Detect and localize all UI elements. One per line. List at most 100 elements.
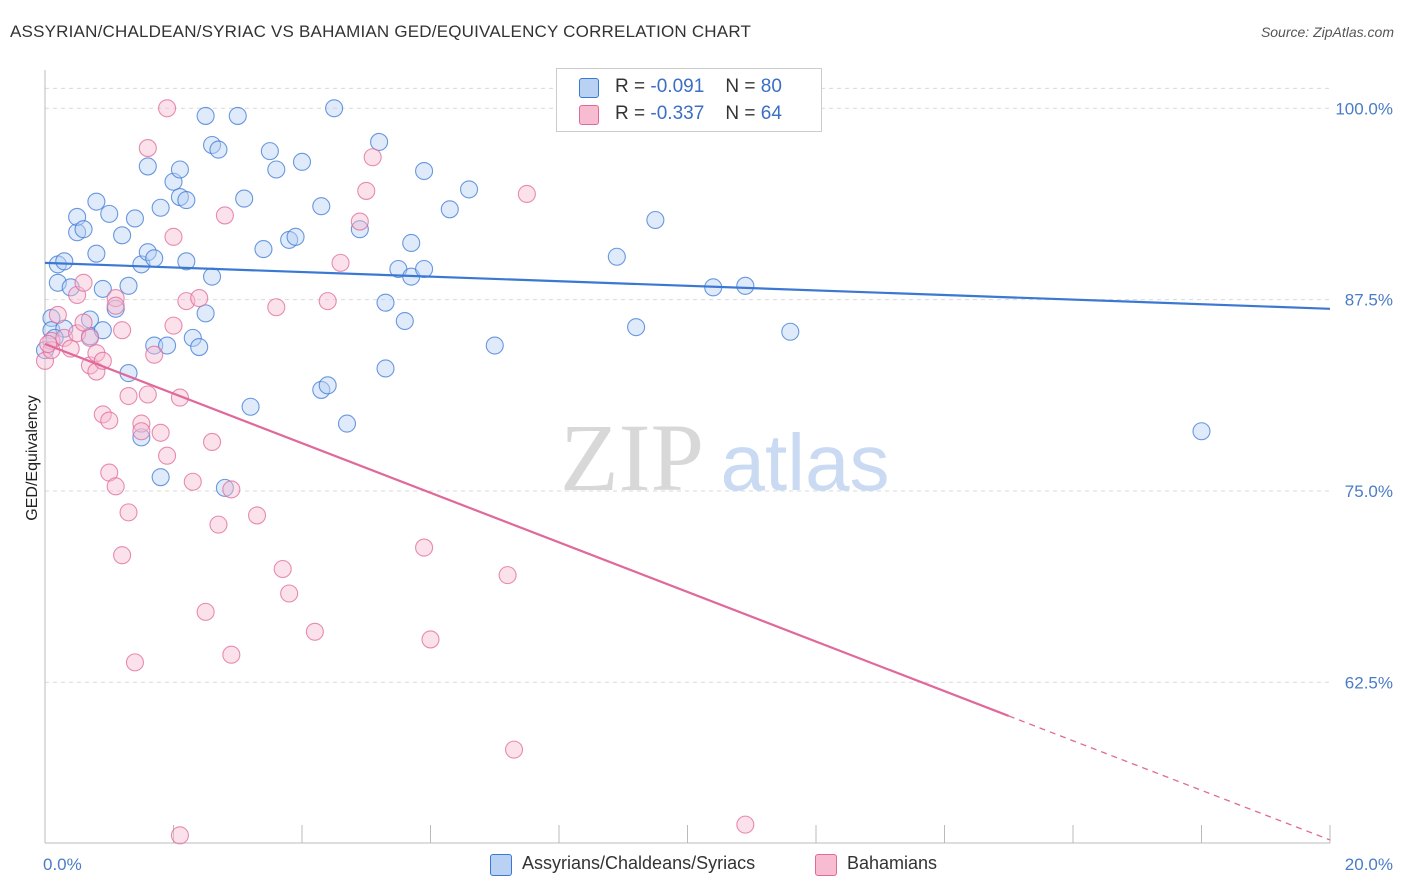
- pink-point-21: [113, 546, 132, 565]
- pink-point-60: [504, 740, 524, 759]
- blue-point-63: [395, 311, 414, 331]
- blue-point-9: [74, 220, 93, 239]
- pink-point-22: [113, 321, 132, 340]
- pink-point-18: [106, 289, 125, 308]
- pink-point-41: [196, 602, 215, 621]
- blue-point-51: [286, 227, 305, 246]
- pink-trend-line: [44, 342, 1010, 717]
- blue-point-37: [190, 338, 209, 357]
- pink-point-55: [357, 181, 376, 200]
- blue-point-13: [87, 244, 106, 263]
- chart-title: ASSYRIAN/CHALDEAN/SYRIAC VS BAHAMIAN GED…: [10, 22, 752, 41]
- pink-point-50: [280, 584, 299, 603]
- pink-point-34: [164, 316, 183, 335]
- blue-point-66: [415, 259, 434, 279]
- correlation-legend: R = -0.091 N = 80 R = -0.337 N = 64: [556, 68, 822, 132]
- blue-point-75: [736, 276, 755, 295]
- blue-point-72: [627, 318, 646, 337]
- pink-point-54: [350, 212, 369, 231]
- blue-point-41: [203, 135, 222, 155]
- pink-point-62: [736, 815, 755, 834]
- pink-point-9: [74, 273, 93, 292]
- blue-point-53: [312, 197, 331, 216]
- blue-point-26: [145, 249, 164, 268]
- legend-r-label: R =: [615, 76, 646, 97]
- pink-point-3: [48, 305, 67, 324]
- pink-point-20: [106, 477, 125, 496]
- pink-point-8: [74, 313, 93, 332]
- series-legend-label-blue: Assyrians/Chaldeans/Syriacs: [522, 853, 756, 873]
- pink-point-29: [138, 385, 157, 404]
- blue-point-28: [151, 468, 170, 487]
- pink-point-10: [80, 328, 100, 347]
- pink-point-53: [331, 253, 350, 272]
- pink-point-19: [106, 296, 125, 315]
- pink-point-24: [119, 503, 138, 522]
- blue-point-34: [177, 191, 196, 210]
- blue-trend-line: [44, 261, 1331, 310]
- watermark: ZIP atlas: [560, 404, 889, 511]
- x-tick-label-0: 0.0%: [43, 855, 82, 874]
- pink-point-27: [132, 422, 151, 441]
- pink-point-43: [209, 515, 228, 534]
- blue-point-40: [203, 267, 222, 286]
- pink-point-30: [145, 345, 164, 364]
- blue-point-55: [318, 376, 337, 395]
- blue-point-49: [267, 160, 286, 179]
- pink-point-47: [247, 506, 267, 525]
- y-tick-label-2: 87.5%: [1345, 291, 1393, 310]
- pink-point-23: [119, 386, 138, 406]
- tick-labels: 62.5% 75.0% 87.5% 100.0% 0.0% 20.0%: [43, 99, 1393, 874]
- legend-r-value-pink: -0.337: [650, 103, 705, 124]
- blue-point-39: [196, 304, 215, 323]
- pink-point-31: [151, 423, 170, 442]
- blue-point-65: [402, 233, 421, 253]
- watermark-zip: ZIP: [560, 404, 704, 511]
- blue-point-25: [138, 157, 157, 176]
- blue-point-56: [325, 99, 344, 118]
- blue-point-16: [100, 204, 119, 223]
- x-tick-label-1: 20.0%: [1345, 855, 1393, 874]
- grid-lines: [45, 87, 1330, 683]
- blue-point-57: [337, 414, 357, 433]
- blue-point-22: [132, 428, 151, 447]
- blue-point-42: [209, 140, 228, 159]
- blue-point-46: [241, 397, 260, 416]
- pink-point-16: [100, 411, 119, 430]
- blue-point-18: [113, 226, 132, 245]
- pink-point-49: [273, 559, 292, 579]
- pink-point-32: [158, 99, 177, 118]
- pink-point-36: [170, 826, 189, 845]
- data-points: [35, 99, 1211, 845]
- pink-point-44: [215, 206, 234, 225]
- legend-n-label: N =: [725, 76, 756, 97]
- pink-point-39: [183, 472, 202, 491]
- blue-point-43: [215, 478, 234, 497]
- legend-r-value-blue: -0.091: [650, 76, 705, 97]
- blue-point-60: [376, 293, 395, 312]
- blue-point-45: [235, 189, 254, 208]
- blue-point-15: [93, 279, 112, 298]
- blue-point-35: [177, 252, 196, 271]
- blue-point-71: [607, 247, 626, 266]
- pink-point-51: [305, 622, 324, 641]
- watermark-atlas: atlas: [721, 418, 890, 507]
- blue-point-77: [1192, 422, 1211, 441]
- pink-point-33: [158, 446, 177, 465]
- pink-point-58: [421, 630, 440, 649]
- legend-n-value-blue: 80: [760, 76, 782, 97]
- blue-point-48: [260, 142, 279, 161]
- pink-point-59: [498, 566, 517, 585]
- blue-point-68: [440, 200, 459, 219]
- pink-point-46: [222, 480, 241, 499]
- legend-n-label: N =: [725, 103, 756, 124]
- pink-point-48: [267, 298, 286, 317]
- legend-n-value-pink: 64: [760, 103, 782, 124]
- pink-point-26: [132, 414, 151, 433]
- axes: [44, 70, 1331, 844]
- blue-point-69: [459, 180, 479, 199]
- blue-point-19: [119, 276, 138, 295]
- blue-point-59: [370, 132, 389, 151]
- pink-point-12: [87, 344, 106, 363]
